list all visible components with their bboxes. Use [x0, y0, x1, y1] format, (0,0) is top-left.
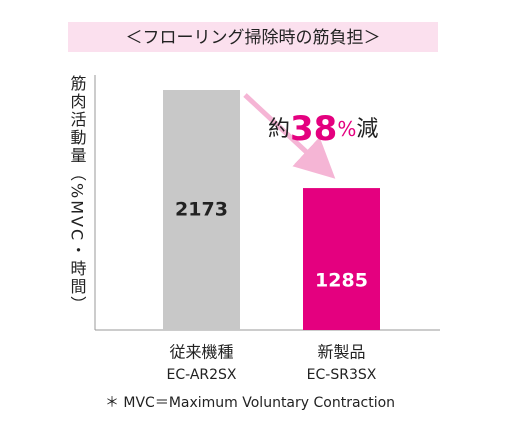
annotation-unit: %: [337, 117, 356, 141]
footnote: ＊ MVC＝Maximum Voluntary Contraction: [105, 395, 395, 411]
x-tick-label: 新製品: [317, 343, 365, 362]
annotation-prefix: 約: [268, 117, 290, 142]
model-label: EC-AR2SX: [166, 367, 236, 383]
chart-title: ＜フローリング掃除時の筋負担＞: [126, 28, 381, 48]
y-axis-label: 筋肉活動量（%MVC・時間）: [68, 75, 87, 314]
x-tick-label: 従来機種: [169, 343, 233, 362]
value-label: 2173: [175, 199, 228, 221]
annotation-suffix: 減: [356, 117, 378, 142]
annotation-value: 38: [290, 109, 337, 149]
title-box: [68, 22, 438, 52]
annotation: 約38%減: [268, 109, 378, 149]
arrow: [243, 93, 336, 179]
bar: [303, 188, 380, 330]
model-label: EC-SR3SX: [307, 367, 377, 383]
bar: [163, 90, 240, 330]
value-label: 1285: [315, 270, 368, 292]
